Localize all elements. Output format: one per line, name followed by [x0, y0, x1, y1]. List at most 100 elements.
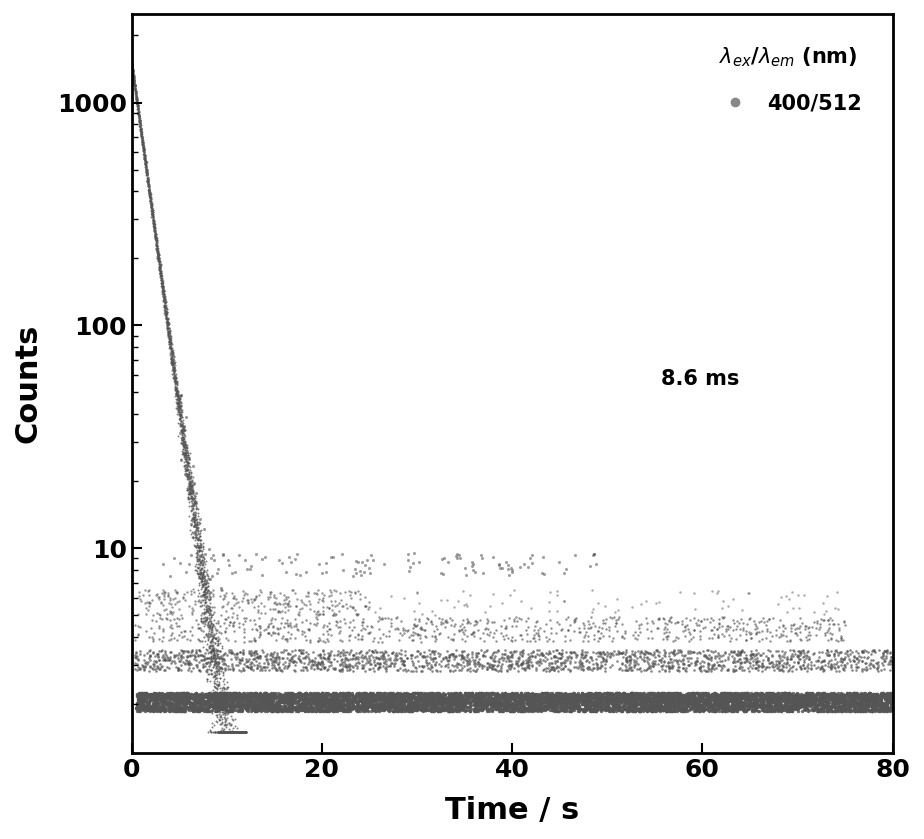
Point: [128, 92, 143, 106]
Point: [292, 686, 307, 700]
Point: [342, 660, 357, 674]
Point: [247, 631, 261, 644]
Point: [152, 701, 166, 714]
Point: [395, 699, 409, 712]
Point: [412, 700, 427, 713]
Point: [701, 700, 716, 713]
Point: [414, 693, 429, 706]
Point: [269, 704, 284, 717]
Point: [183, 486, 198, 499]
Point: [759, 618, 773, 632]
Point: [131, 111, 146, 124]
Point: [686, 690, 700, 703]
Point: [438, 659, 453, 673]
Point: [334, 695, 348, 708]
Point: [342, 690, 357, 704]
Point: [231, 725, 246, 738]
Point: [872, 690, 887, 703]
Point: [274, 556, 289, 570]
Point: [371, 698, 386, 711]
Point: [170, 377, 185, 390]
Point: [741, 701, 756, 715]
Point: [584, 650, 599, 664]
Point: [224, 688, 238, 701]
Point: [653, 692, 668, 706]
Point: [591, 689, 606, 702]
Point: [350, 695, 365, 708]
Point: [824, 705, 839, 718]
Point: [331, 695, 346, 708]
Point: [501, 687, 516, 701]
Point: [168, 694, 183, 707]
Point: [164, 698, 179, 711]
Point: [621, 691, 636, 705]
Point: [293, 688, 308, 701]
Point: [687, 701, 701, 715]
Point: [234, 725, 249, 738]
Point: [834, 700, 849, 713]
Point: [688, 693, 703, 706]
Point: [302, 623, 317, 637]
Point: [556, 696, 571, 710]
Point: [303, 696, 318, 709]
Point: [737, 689, 752, 702]
Point: [254, 569, 269, 582]
Point: [184, 504, 199, 518]
Point: [551, 688, 565, 701]
Point: [205, 694, 220, 707]
Point: [198, 659, 213, 673]
Point: [441, 686, 456, 700]
Point: [504, 704, 518, 717]
Point: [356, 696, 371, 709]
Point: [810, 698, 825, 711]
Point: [126, 71, 140, 85]
Point: [475, 702, 490, 716]
Point: [297, 691, 311, 705]
Point: [311, 702, 326, 716]
Point: [224, 688, 238, 701]
Point: [364, 687, 379, 701]
Point: [148, 224, 163, 237]
Point: [176, 460, 191, 473]
Point: [395, 701, 409, 714]
Point: [400, 554, 415, 567]
Point: [729, 689, 744, 702]
Point: [469, 690, 484, 703]
Point: [305, 653, 320, 666]
Point: [358, 700, 372, 713]
Point: [263, 692, 278, 706]
Point: [699, 697, 714, 711]
Point: [244, 660, 259, 674]
Point: [327, 652, 342, 665]
Point: [325, 701, 340, 714]
Point: [127, 71, 141, 85]
Point: [226, 725, 241, 738]
Point: [345, 696, 359, 710]
Point: [660, 618, 675, 631]
Point: [694, 699, 709, 712]
Point: [566, 686, 581, 700]
Point: [428, 701, 443, 715]
Point: [344, 696, 359, 710]
Point: [437, 694, 452, 707]
Point: [663, 696, 678, 710]
Point: [609, 696, 624, 710]
Point: [724, 696, 739, 709]
Point: [418, 650, 432, 664]
Point: [188, 614, 203, 628]
Point: [468, 664, 482, 677]
Point: [362, 653, 377, 666]
Point: [430, 697, 444, 711]
Point: [679, 689, 694, 702]
Point: [170, 407, 185, 420]
Point: [181, 480, 196, 493]
Point: [769, 658, 784, 671]
Point: [221, 553, 236, 566]
Point: [675, 692, 689, 706]
Point: [152, 261, 167, 274]
Point: [282, 698, 297, 711]
Point: [885, 657, 900, 670]
Point: [291, 704, 306, 717]
Point: [640, 703, 655, 717]
Point: [299, 696, 314, 710]
